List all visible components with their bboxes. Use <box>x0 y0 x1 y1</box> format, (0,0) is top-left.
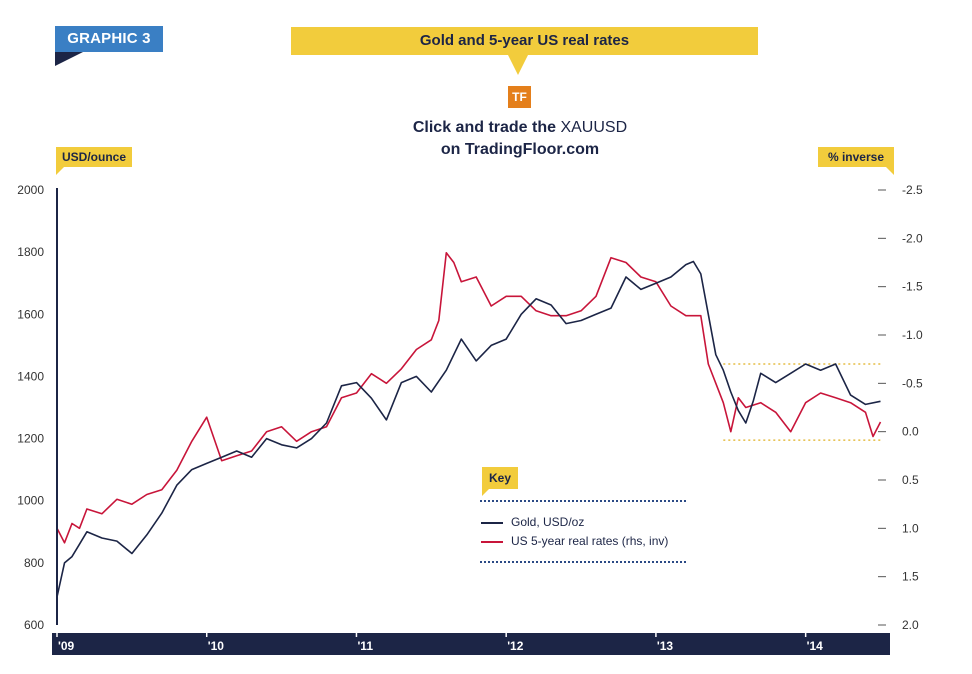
x-tick-label: '13 <box>657 639 674 653</box>
legend-label-real-rates: US 5-year real rates (rhs, inv) <box>511 534 669 548</box>
series-layer <box>56 252 882 598</box>
left-axis-label-tail <box>56 167 64 175</box>
right-tick-label: -1.0 <box>902 328 923 342</box>
legend-separator-top <box>480 500 686 502</box>
right-axis: -2.5 -2.0 -1.5 -1.0 -0.5 0.0 0.5 1.0 1.5 2.0 <box>878 183 923 632</box>
right-axis-label-tail <box>886 167 894 175</box>
left-axis: 600 800 1000 1200 1400 1600 1800 2000 <box>17 183 58 632</box>
chart-title: Gold and 5-year US real rates <box>291 27 758 55</box>
legend-key-label: Key <box>482 467 518 489</box>
left-tick-label: 600 <box>24 618 44 632</box>
x-tick-label: '11 <box>357 639 373 653</box>
left-tick-label: 1600 <box>17 307 44 321</box>
series-line-gold <box>56 260 881 598</box>
right-tick-label: 0.0 <box>902 425 919 439</box>
right-axis-label: % inverse <box>818 147 894 167</box>
x-tick-label: '09 <box>58 639 75 653</box>
left-tick-label: 2000 <box>17 183 44 197</box>
cta-prefix: Click and trade the <box>412 119 561 136</box>
legend-swatch-real-rates <box>481 540 503 543</box>
graphic-label-fold <box>55 52 83 66</box>
legend-item-real-rates: US 5-year real rates (rhs, inv) <box>481 533 668 549</box>
right-tick-label: -2.5 <box>902 183 923 197</box>
right-tick-label: 1.0 <box>902 521 919 535</box>
title-pointer <box>508 55 528 75</box>
left-tick-label: 1200 <box>17 432 44 446</box>
left-tick-label: 800 <box>24 556 44 570</box>
tradingfloor-logo[interactable]: TF <box>508 86 531 108</box>
x-tick-label: '12 <box>507 639 524 653</box>
legend-swatch-gold <box>481 521 503 524</box>
right-tick-label: -2.0 <box>902 231 923 245</box>
x-tick-label: '10 <box>208 639 225 653</box>
cta-link[interactable]: Click and trade the XAUUSD on TradingFlo… <box>340 117 700 161</box>
cta-line2[interactable]: on TradingFloor.com <box>440 141 600 158</box>
legend-item-gold: Gold, USD/oz <box>481 514 584 530</box>
x-tick-label: '14 <box>807 639 824 653</box>
right-tick-label: 0.5 <box>902 473 919 487</box>
series-line-real-rates <box>56 252 882 544</box>
left-tick-label: 1000 <box>17 494 44 508</box>
x-axis-bar <box>52 633 890 655</box>
legend-separator-bottom <box>480 561 686 563</box>
right-tick-label: 1.5 <box>902 570 919 584</box>
left-tick-label: 1800 <box>17 245 44 259</box>
x-axis: '09 '10 '11 '12 '13 '14 <box>52 628 890 655</box>
right-tick-label: -1.5 <box>902 280 923 294</box>
legend-key-tail <box>482 489 489 496</box>
left-axis-label: USD/ounce <box>56 147 132 167</box>
range-band <box>723 363 881 441</box>
right-tick-label: -0.5 <box>902 376 923 390</box>
cta-symbol[interactable]: XAUUSD <box>560 119 628 136</box>
graphic-label: GRAPHIC 3 <box>55 26 163 52</box>
legend-label-gold: Gold, USD/oz <box>511 515 585 529</box>
left-tick-label: 1400 <box>17 369 44 383</box>
right-tick-label: 2.0 <box>902 618 919 632</box>
